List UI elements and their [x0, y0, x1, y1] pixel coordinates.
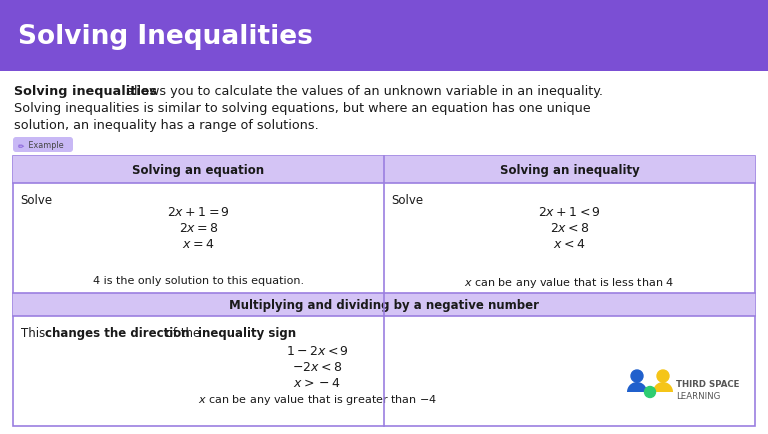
Text: $2x < 8$: $2x < 8$	[550, 221, 589, 234]
Text: $x = 4$: $x = 4$	[182, 237, 214, 250]
Text: Solving inequalities is similar to solving equations, but where an equation has : Solving inequalities is similar to solvi…	[14, 102, 591, 115]
FancyBboxPatch shape	[13, 157, 755, 184]
Text: THIRD SPACE: THIRD SPACE	[676, 380, 740, 388]
Circle shape	[644, 387, 656, 398]
FancyBboxPatch shape	[0, 0, 768, 72]
Text: $2x = 8$: $2x = 8$	[179, 221, 218, 234]
Text: of the: of the	[162, 326, 204, 339]
Circle shape	[657, 370, 669, 382]
Text: $x$ can be any value that is less than $4$: $x$ can be any value that is less than $…	[465, 275, 674, 289]
Text: Solving an inequality: Solving an inequality	[500, 164, 640, 177]
Circle shape	[631, 370, 643, 382]
Text: Example: Example	[26, 141, 64, 150]
Text: 4 is the only solution to this equation.: 4 is the only solution to this equation.	[93, 275, 304, 285]
Text: inequality sign: inequality sign	[198, 326, 296, 339]
Text: LEARNING: LEARNING	[676, 391, 720, 401]
Text: .: .	[282, 326, 286, 339]
Text: solution, an inequality has a range of solutions.: solution, an inequality has a range of s…	[14, 119, 319, 132]
Text: $2x + 1 = 9$: $2x + 1 = 9$	[167, 206, 230, 218]
Wedge shape	[653, 382, 673, 392]
FancyBboxPatch shape	[13, 138, 73, 153]
Text: This: This	[21, 326, 49, 339]
Text: Solving inequalities: Solving inequalities	[14, 85, 157, 98]
Text: $x < 4$: $x < 4$	[554, 237, 586, 250]
Text: Solving Inequalities: Solving Inequalities	[18, 24, 313, 50]
Text: ✏: ✏	[18, 141, 25, 150]
Text: $x > -4$: $x > -4$	[293, 376, 341, 389]
FancyBboxPatch shape	[13, 293, 755, 316]
Text: $1 - 2x < 9$: $1 - 2x < 9$	[286, 344, 349, 357]
Text: $x$ can be any value that is greater than $-4$: $x$ can be any value that is greater tha…	[197, 392, 437, 406]
FancyBboxPatch shape	[13, 157, 755, 426]
Text: $-2x < 8$: $-2x < 8$	[292, 360, 343, 373]
Text: Solve: Solve	[391, 194, 423, 207]
Text: $2x + 1 < 9$: $2x + 1 < 9$	[538, 206, 601, 218]
Text: Multiplying and dividing by a negative number: Multiplying and dividing by a negative n…	[229, 298, 539, 311]
Text: changes the direction: changes the direction	[45, 326, 190, 339]
Text: allows you to calculate the values of an unknown variable in an inequality.: allows you to calculate the values of an…	[122, 85, 603, 98]
Text: Solving an equation: Solving an equation	[132, 164, 264, 177]
Text: Solve: Solve	[20, 194, 52, 207]
Wedge shape	[627, 382, 647, 392]
